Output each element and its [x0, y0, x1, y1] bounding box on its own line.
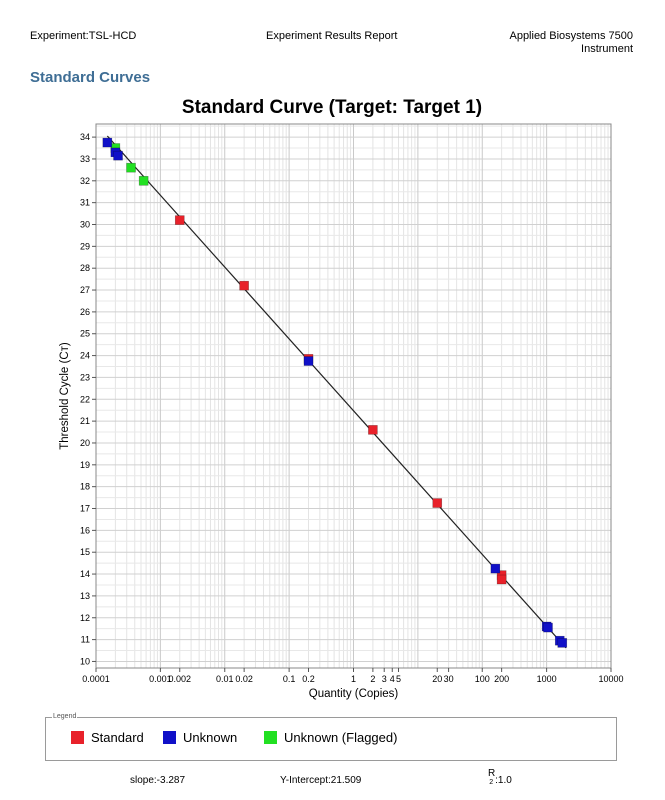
point-standard: [368, 425, 378, 435]
legend: Legend Standard Unknown Unknown (Flagged…: [45, 712, 617, 761]
standard-curve-chart: Standard Curve (Target: Target 1) 0.0001…: [59, 97, 624, 700]
y-tick-label: 15: [80, 547, 90, 557]
y-tick-label: 20: [80, 438, 90, 448]
legend-item-standard: Standard: [71, 730, 144, 745]
r-squared-label: R: [488, 768, 496, 779]
x-tick-label: 0.02: [235, 674, 253, 684]
instrument-name: Applied Biosystems 7500 Instrument: [509, 30, 633, 56]
y-tick-label: 16: [80, 525, 90, 535]
chart-title: Standard Curve (Target: Target 1): [182, 97, 482, 118]
x-tick-label: 0.1: [283, 674, 296, 684]
y-tick-label: 18: [80, 482, 90, 492]
y-axis-label: Threshold Cycle (Cт): [59, 342, 71, 450]
x-tick-label: 10000: [598, 674, 623, 684]
y-tick-label: 22: [80, 394, 90, 404]
point-standard: [496, 574, 507, 585]
point-unknown: [543, 622, 553, 633]
x-tick-label: 100: [475, 674, 490, 684]
r-squared-value: R2:1.0: [488, 768, 516, 786]
y-tick-label: 29: [80, 241, 90, 251]
point-standard: [432, 498, 443, 508]
y-tick-label: 30: [80, 219, 90, 229]
y-tick-label: 21: [80, 416, 90, 426]
data-points: [102, 137, 568, 648]
x-axis-label: Quantity (Copies): [309, 688, 399, 700]
y-tick-label: 34: [80, 132, 90, 142]
y-tick-label: 14: [80, 569, 90, 579]
y-tick-label: 32: [80, 176, 90, 186]
y-tick-label: 19: [80, 460, 90, 470]
instrument-line-2: Instrument: [581, 43, 633, 55]
legend-swatch-flagged: [264, 731, 277, 744]
point-unknown: [303, 356, 314, 366]
point-unknown: [102, 137, 113, 148]
x-tick-label: 20: [432, 674, 442, 684]
point-unknown-flagged: [126, 162, 136, 173]
major-grid: [95, 124, 611, 668]
x-tick-label: 0.0001: [82, 674, 110, 684]
y-tick-label: 28: [80, 263, 90, 273]
point-standard: [239, 280, 249, 291]
legend-item-flagged: Unknown (Flagged): [264, 730, 397, 745]
x-tick-label: 0.001: [149, 674, 172, 684]
y-tick-label: 25: [80, 329, 90, 339]
legend-label: Unknown: [183, 730, 238, 745]
y-tick-label: 27: [80, 285, 90, 295]
point-unknown: [490, 563, 501, 574]
legend-item-unknown: Unknown: [163, 730, 237, 745]
legend-swatch-standard: [71, 731, 84, 744]
y-tick-label: 33: [80, 154, 90, 164]
y-tick-label: 23: [80, 372, 90, 382]
r-squared-exponent: 2: [489, 779, 494, 786]
x-tick-label: 1: [351, 674, 356, 684]
y-tick-label: 31: [80, 198, 90, 208]
r-squared-number: :1.0: [495, 775, 512, 786]
x-tick-label: 4: [390, 674, 395, 684]
x-tick-label: 30: [444, 674, 454, 684]
y-tick-label: 17: [80, 504, 90, 514]
x-tick-label: 2: [370, 674, 375, 684]
legend-swatch-unknown: [163, 731, 176, 744]
section-title: Standard Curves: [30, 69, 151, 86]
experiment-name: Experiment:TSL-HCD: [30, 30, 137, 42]
x-tick-label: 0.2: [302, 674, 315, 684]
x-tick-label: 0.002: [168, 674, 191, 684]
legend-label: Standard: [91, 730, 144, 745]
instrument-line-1: Applied Biosystems 7500: [509, 30, 633, 42]
point-unknown: [557, 638, 568, 648]
x-tick-label: 0.01: [216, 674, 234, 684]
y-axis-ticks: 10 11 12 13 14 15 16 17 18 19 20 21 22 23 24 25 26 27 28 29…: [80, 132, 96, 666]
point-unknown: [113, 150, 123, 161]
report-title: Experiment Results Report: [266, 30, 398, 42]
x-tick-label: 5: [396, 674, 401, 684]
y-tick-label: 11: [81, 635, 90, 645]
point-unknown-flagged: [138, 176, 149, 186]
legend-label: Unknown (Flagged): [284, 730, 398, 745]
y-intercept-value: Y-Intercept:21.509: [280, 775, 362, 786]
y-tick-label: 12: [80, 613, 90, 623]
legend-caption: Legend: [52, 712, 78, 721]
y-tick-label: 26: [80, 307, 90, 317]
x-tick-label: 1000: [537, 674, 557, 684]
y-tick-label: 13: [80, 591, 90, 601]
y-tick-label: 10: [80, 656, 90, 666]
x-tick-label: 3: [382, 674, 387, 684]
y-tick-label: 24: [80, 351, 90, 361]
slope-value: slope:-3.287: [130, 775, 186, 786]
x-tick-label: 200: [494, 674, 509, 684]
point-standard: [174, 215, 185, 225]
